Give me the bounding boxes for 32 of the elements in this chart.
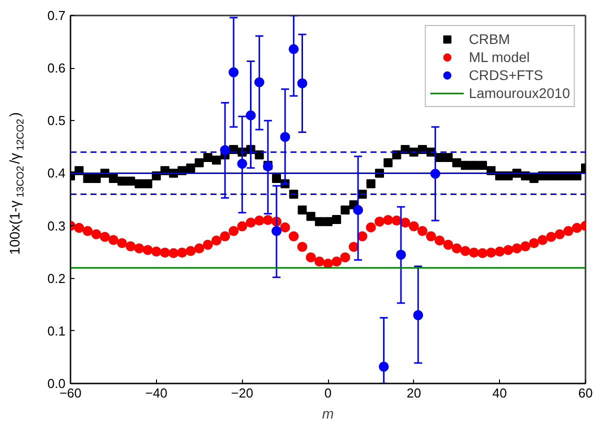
legend-label: CRDS+FTS <box>468 66 544 84</box>
legend-label: Lamouroux2010 <box>468 84 570 102</box>
y-tick-label: 0.5 <box>47 113 66 128</box>
legend-label: ML model <box>468 48 530 66</box>
x-tick-label: −20 <box>231 386 254 400</box>
y-tick-label: 0.0 <box>47 376 66 391</box>
point <box>237 158 248 169</box>
point <box>288 44 299 54</box>
x-tick-label: 40 <box>492 386 507 400</box>
point <box>254 77 264 88</box>
point <box>353 205 364 216</box>
y-tick-label: 0.7 <box>47 8 66 23</box>
x-tick-label: −40 <box>145 386 168 400</box>
legend-label: CRBM <box>468 30 510 48</box>
x-tick-label: 60 <box>578 386 593 400</box>
x-tick-label: 0 <box>324 386 332 400</box>
point <box>378 362 389 372</box>
point <box>396 250 406 260</box>
point <box>413 310 424 320</box>
y-tick-label: 0.1 <box>47 323 66 338</box>
point <box>272 226 282 236</box>
point <box>297 78 308 88</box>
y-tick-label: 0.3 <box>47 218 66 234</box>
point <box>280 132 290 142</box>
y-tick-label: 0.6 <box>47 60 66 76</box>
y-tick-label: 0.4 <box>47 166 66 181</box>
y-axis-title: 100x(1-γ13CO2/γ12CO2) <box>6 112 26 255</box>
point <box>228 67 239 78</box>
point <box>246 110 256 120</box>
x-axis-title: m <box>322 406 334 422</box>
x-tick-label: 20 <box>406 386 422 400</box>
y-tick-label: 0.2 <box>47 270 66 286</box>
